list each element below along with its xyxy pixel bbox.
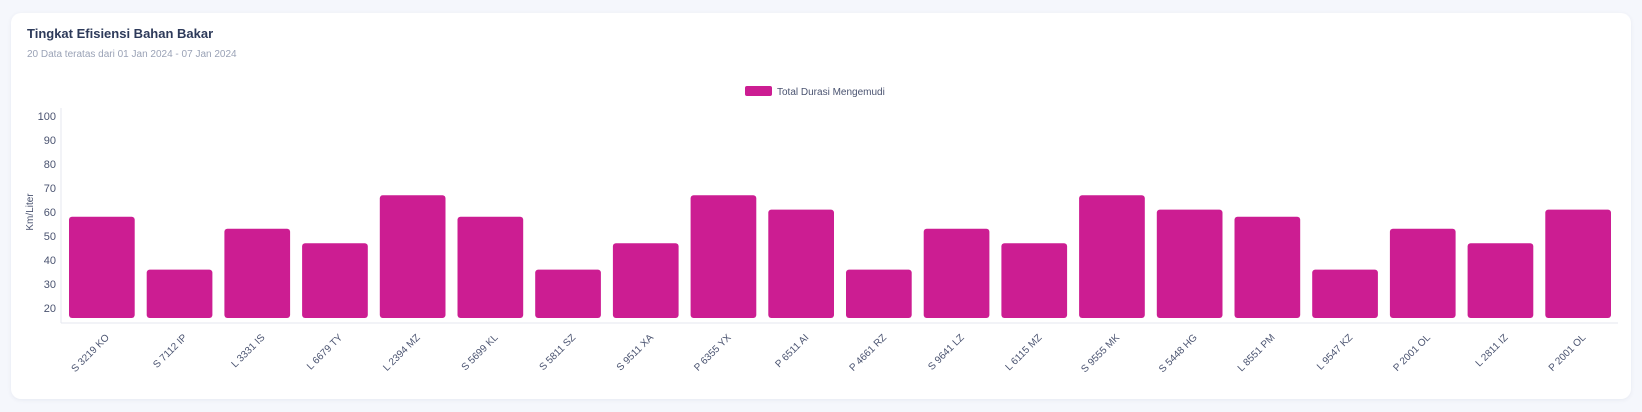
bar[interactable]	[1156, 209, 1223, 318]
bars	[69, 195, 1611, 318]
x-tick-labels: S 3219 KO S 7112 IP L 3331 IS L 6679 TY L 23…	[70, 332, 1589, 375]
y-tick-label: 40	[44, 255, 56, 267]
x-tick-label: S 3219 KO	[70, 332, 113, 375]
x-tick-label: S 5811 SZ	[538, 332, 579, 373]
x-tick-label: L 9547 KZ	[1315, 332, 1355, 372]
x-tick-label: L 3331 IS	[230, 332, 268, 370]
x-tick-label: P 6511 AI	[774, 332, 812, 370]
y-tick-label: 30	[44, 279, 56, 291]
bar[interactable]	[457, 216, 524, 318]
fuel-efficiency-card	[11, 13, 1631, 399]
bar[interactable]	[302, 243, 368, 318]
legend-label: Total Durasi Mengemudi	[777, 87, 885, 98]
bar[interactable]	[768, 209, 834, 318]
bar[interactable]	[1079, 195, 1145, 318]
y-tick-label: 20	[44, 303, 56, 315]
bar[interactable]	[612, 243, 679, 318]
y-tick-label: 100	[38, 111, 56, 123]
x-tick-label: L 2394 MZ	[381, 332, 422, 373]
bar[interactable]	[224, 228, 291, 318]
x-tick-label: S 5699 KL	[460, 332, 501, 373]
x-tick-label: P 6355 YX	[692, 332, 734, 374]
bar[interactable]	[146, 269, 213, 318]
y-tick-labels: 20 30 40 50 60 70 80 90 100	[38, 111, 56, 315]
bar[interactable]	[379, 195, 446, 318]
bar[interactable]	[690, 195, 757, 318]
bar[interactable]	[535, 269, 601, 318]
card-subtitle: 20 Data teratas dari 01 Jan 2024 - 07 Ja…	[27, 49, 237, 60]
x-tick-label: L 8551 PM	[1236, 332, 1278, 374]
bar[interactable]	[1389, 228, 1456, 318]
x-tick-label: S 9641 LZ	[926, 332, 966, 372]
x-tick-label: S 9555 MK	[1079, 332, 1122, 375]
x-tick-label: P 2001 OL	[1547, 332, 1589, 374]
x-tick-label: S 7112 IP	[151, 332, 190, 371]
bar[interactable]	[1545, 209, 1611, 318]
bar[interactable]	[69, 216, 135, 318]
bar[interactable]	[1234, 216, 1301, 318]
y-tick-label: 80	[44, 159, 56, 171]
x-tick-label: P 2001 OL	[1391, 332, 1433, 374]
bar[interactable]	[1467, 243, 1534, 318]
bar[interactable]	[846, 269, 912, 318]
x-tick-label: L 2811 IZ	[1474, 332, 1511, 369]
bar[interactable]	[1001, 243, 1068, 318]
x-tick-label: S 9511 XA	[615, 332, 656, 373]
x-tick-label: S 5448 HG	[1157, 332, 1200, 375]
legend[interactable]: Total Durasi Mengemudi	[745, 86, 885, 98]
y-axis-title: Km/Liter	[25, 193, 36, 231]
legend-swatch	[745, 86, 772, 96]
x-tick-label: L 6679 TY	[305, 332, 345, 372]
y-tick-label: 50	[44, 231, 56, 243]
bar[interactable]	[1312, 269, 1378, 318]
y-tick-label: 90	[44, 135, 56, 147]
y-tick-label: 60	[44, 207, 56, 219]
y-tick-label: 70	[44, 183, 56, 195]
x-tick-label: L 6115 MZ	[1004, 332, 1045, 373]
x-tick-label: P 4661 RZ	[848, 332, 889, 373]
card-title: Tingkat Efisiensi Bahan Bakar	[27, 26, 214, 41]
bar[interactable]	[923, 228, 990, 318]
